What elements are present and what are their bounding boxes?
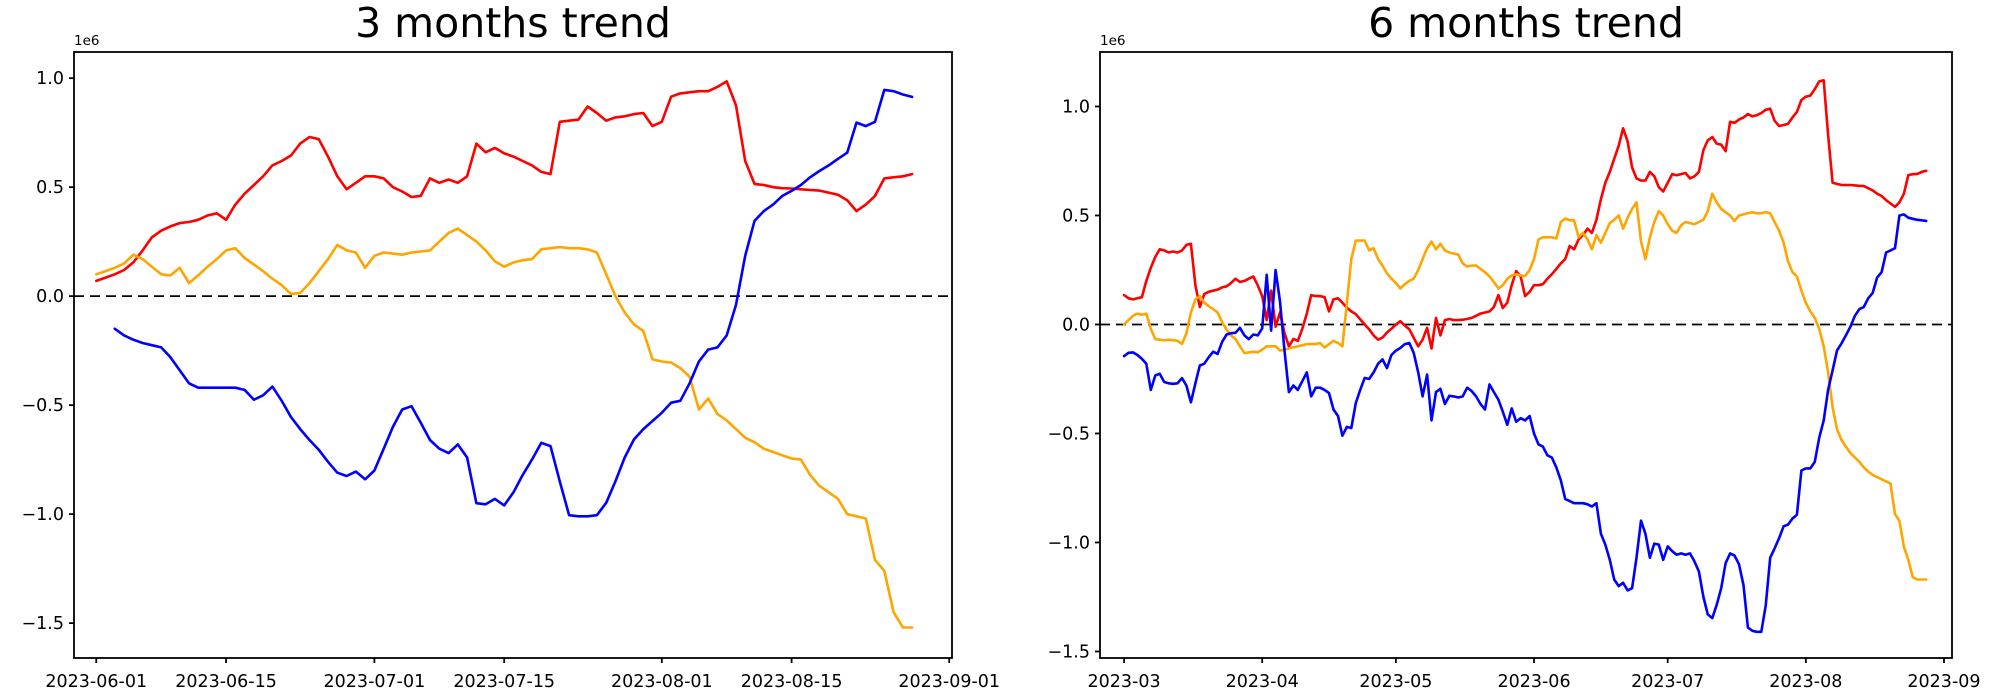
y-axis-offset-label-left: 1e6 — [74, 33, 100, 49]
x-tick-label: 2023-08-15 — [741, 672, 843, 692]
x-tick-label: 2023-08 — [1769, 672, 1842, 692]
chart-title-3-months: 3 months trend — [355, 0, 671, 47]
y-tick-label: −0.5 — [1048, 424, 1091, 444]
x-tick-label: 2023-07-15 — [453, 672, 555, 692]
y-tick-label: 0.0 — [1062, 315, 1090, 335]
y-tick-label: 0.5 — [1062, 206, 1090, 226]
y-tick-label: 1.0 — [36, 69, 64, 89]
x-tick-label: 2023-06-15 — [175, 672, 277, 692]
y-tick-label: −1.0 — [1048, 533, 1091, 553]
series-red-line — [95, 80, 914, 283]
y-tick-label: −1.0 — [22, 505, 65, 525]
y-axis-offset-label-right: 1e6 — [1100, 33, 1126, 49]
series-red-line — [1122, 79, 1928, 350]
x-tick-label: 2023-06-01 — [45, 672, 147, 692]
y-tick-label: −1.5 — [1048, 642, 1091, 662]
series-orange-line — [95, 227, 914, 629]
x-tick-label: 2023-04 — [1226, 672, 1299, 692]
series-blue-line — [113, 88, 914, 518]
x-tick-label: 2023-07 — [1631, 672, 1704, 692]
y-tick-label: 0.0 — [36, 287, 64, 307]
series-blue-line — [1122, 213, 1928, 634]
x-tick-label: 2023-07-01 — [324, 672, 426, 692]
x-tick-label: 2023-05 — [1359, 672, 1432, 692]
series-orange-line — [1122, 192, 1928, 581]
x-tick-label: 2023-08-01 — [611, 672, 713, 692]
y-tick-label: −1.5 — [22, 614, 65, 634]
y-tick-label: 0.5 — [36, 178, 64, 198]
y-tick-label: 1.0 — [1062, 97, 1090, 117]
x-tick-label: 2023-06 — [1497, 672, 1570, 692]
x-tick-label: 2023-09 — [1907, 672, 1980, 692]
x-tick-label: 2023-03 — [1088, 672, 1161, 692]
plot-border — [1099, 51, 1953, 659]
x-tick-label: 2023-09-01 — [898, 672, 1000, 692]
chart-title-6-months: 6 months trend — [1368, 0, 1684, 47]
plot-border — [73, 51, 953, 659]
y-tick-label: −0.5 — [22, 396, 65, 416]
